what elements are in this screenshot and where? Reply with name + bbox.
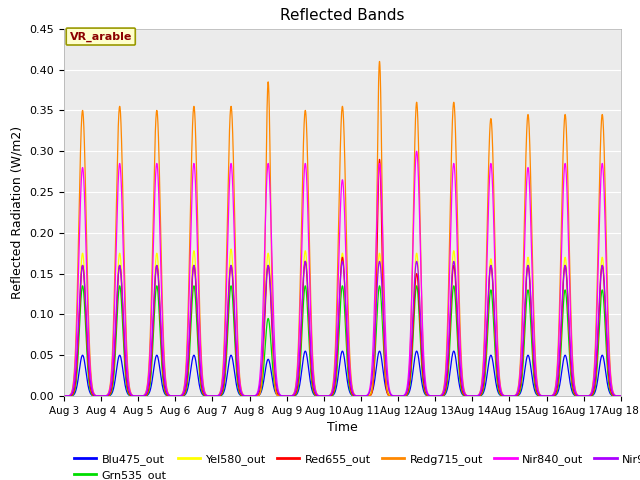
Line: Blu475_out: Blu475_out	[64, 351, 621, 396]
Yel580_out	[179, 392, 187, 398]
Redg715_out	[499, 391, 506, 396]
Grn535_out	[419, 381, 427, 387]
Redg715_out	[392, 393, 399, 399]
Grn535_out	[499, 393, 506, 399]
Nir945_out	[617, 393, 625, 399]
Blu475_out	[617, 393, 625, 399]
Yel580_out	[173, 393, 181, 399]
Red655_out	[615, 393, 623, 399]
Blu475_out	[60, 393, 68, 399]
Nir840_out	[179, 390, 187, 396]
Line: Redg715_out: Redg715_out	[64, 61, 621, 396]
Yel580_out	[615, 393, 623, 399]
Grn535_out	[179, 393, 187, 398]
Line: Grn535_out: Grn535_out	[64, 286, 621, 396]
Nir840_out	[617, 393, 625, 399]
Grn535_out	[617, 393, 625, 399]
Redg715_out	[617, 393, 625, 399]
Yel580_out	[617, 393, 625, 399]
Grn535_out	[60, 393, 68, 399]
Grn535_out	[173, 393, 181, 399]
Yel580_out	[227, 246, 235, 252]
Red655_out	[173, 393, 181, 399]
Line: Yel580_out: Yel580_out	[64, 249, 621, 396]
Nir945_out	[179, 391, 187, 397]
Red655_out	[499, 393, 506, 398]
X-axis label: Time: Time	[327, 421, 358, 434]
Nir840_out	[615, 393, 623, 399]
Redg715_out	[179, 389, 187, 395]
Blu475_out	[269, 377, 276, 383]
Nir840_out	[269, 273, 276, 278]
Redg715_out	[60, 393, 68, 399]
Yel580_out	[499, 393, 506, 398]
Nir840_out	[413, 148, 420, 154]
Nir840_out	[499, 391, 506, 397]
Nir945_out	[269, 325, 276, 331]
Nir840_out	[60, 393, 68, 399]
Redg715_out	[420, 355, 428, 360]
Yel580_out	[269, 332, 276, 337]
Nir945_out	[173, 393, 181, 399]
Red655_out	[420, 377, 428, 383]
Red655_out	[617, 393, 625, 399]
Yel580_out	[60, 393, 68, 399]
Nir945_out	[419, 365, 427, 371]
Nir945_out	[615, 393, 623, 399]
Line: Nir945_out: Nir945_out	[64, 262, 621, 396]
Blu475_out	[179, 393, 187, 399]
Nir945_out	[450, 259, 458, 264]
Nir945_out	[60, 393, 68, 399]
Red655_out	[179, 393, 187, 398]
Redg715_out	[376, 59, 383, 64]
Blu475_out	[450, 348, 458, 354]
Grn535_out	[269, 363, 276, 369]
Blu475_out	[499, 393, 506, 399]
Text: VR_arable: VR_arable	[70, 31, 132, 42]
Redg715_out	[615, 393, 623, 399]
Y-axis label: Reflected Radiation (W/m2): Reflected Radiation (W/m2)	[11, 126, 24, 299]
Redg715_out	[269, 311, 276, 317]
Red655_out	[60, 393, 68, 399]
Blu475_out	[173, 393, 181, 399]
Red655_out	[376, 156, 383, 162]
Title: Reflected Bands: Reflected Bands	[280, 9, 404, 24]
Nir840_out	[173, 393, 181, 399]
Blu475_out	[419, 387, 427, 393]
Grn535_out	[615, 393, 623, 399]
Red655_out	[269, 335, 276, 341]
Legend: Blu475_out, Grn535_out, Yel580_out, Red655_out, Redg715_out, Nir840_out, Nir945_: Blu475_out, Grn535_out, Yel580_out, Red6…	[70, 449, 640, 480]
Line: Nir840_out: Nir840_out	[64, 151, 621, 396]
Grn535_out	[79, 283, 86, 289]
Redg715_out	[173, 393, 181, 399]
Blu475_out	[615, 393, 623, 399]
Line: Red655_out: Red655_out	[64, 159, 621, 396]
Red655_out	[392, 393, 400, 399]
Yel580_out	[419, 373, 427, 379]
Nir945_out	[499, 392, 506, 398]
Nir840_out	[419, 344, 427, 350]
